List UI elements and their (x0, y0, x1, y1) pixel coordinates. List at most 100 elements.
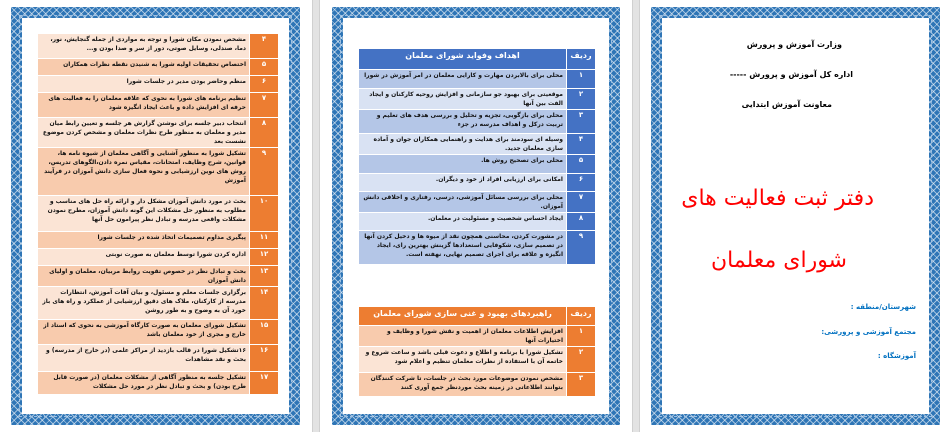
table-header: ردیف راهبردهای بهبود و غنی سازی شورای معل… (358, 306, 596, 326)
row-number: ۲ (566, 346, 596, 373)
page-gap (312, 0, 320, 432)
table-row: ۹ تشکیل شورا به منظور آشنایی و آگاهی معلم… (37, 147, 279, 196)
row-text: بحث در مورد دانش آموزان مشکل دار و ارائه… (37, 195, 250, 232)
row-text: منظم وحاضر بودن مدیر در جلسات شورا (37, 75, 250, 93)
council-tasks-table: ۴ مشخص نمودن مکان شورا و توجه به مواردی ا… (37, 33, 279, 395)
row-number: ۶ (249, 75, 279, 93)
title-line-1: دفتر ثبت فعالیت های (681, 186, 874, 211)
row-text: برگزاری جلسات معلم و مسئول، و بیان آفات … (37, 286, 250, 320)
row-number: ۸ (566, 212, 596, 231)
row-number: ۵ (566, 154, 596, 174)
row-text: تشکیل شورای معلمان به صورت کارگاه آموزشی… (37, 319, 250, 345)
field-school: آموزشگاه : (877, 352, 916, 360)
header-title: راهبردهای بهبود و غنی سازی شورای معلمان (358, 306, 567, 326)
row-text: محلی برای بررسی مسائل آموزشی، درسی، رفتا… (358, 191, 567, 213)
row-text: تشکیل جلسه به منظور آگاهی از مشکلات معلم… (37, 371, 250, 395)
table-row: ۱۴ برگزاری جلسات معلم و مسئول، و بیان آفا… (37, 286, 279, 320)
row-text: بحث و تبادل نظر در خصوص تقویت روابط مربی… (37, 265, 250, 287)
table-row: ۱۲ اداره کردن شورا توسط معلمان به صورت نو… (37, 248, 279, 266)
row-text: مشخص نمودن موضوعات مورد بحث در جلسات، تا… (358, 372, 567, 397)
header-title: اهداف وفواید شورای معلمان (358, 48, 567, 70)
row-text: محلی برای تصحیح روش ها. (358, 154, 567, 174)
row-number: ۹ (249, 147, 279, 196)
table-row: ۸ انتخاب دبیر جلسه برای نوشتن گزارش هر جل… (37, 117, 279, 148)
row-number: ۱ (566, 69, 596, 89)
field-county: شهرستان/منطقه : (850, 303, 916, 311)
row-text: اداره کردن شورا توسط معلمان به صورت نوبت… (37, 248, 250, 266)
deputy-line: معاونت آموزش ابتدایی (741, 100, 832, 109)
table-row: ۱ محلی برای بالابردن مهارت و کارایی معلما… (358, 69, 596, 89)
table-row: ۲ موقعیتی برای بهبود جو سازمانی و افزایش … (358, 88, 596, 110)
table-row: ۶ امکانی برای ارزیابی افراد از خود و دیگر… (358, 173, 596, 192)
row-text: مشخص نمودن مکان شورا و توجه به مواردی از… (37, 33, 250, 59)
table-row: ۹ در مشورت کردن، محاسنی همچون نقد از میوه… (358, 230, 596, 265)
row-text: محلی برای بالابردن مهارت و کارایی معلمان… (358, 69, 567, 89)
row-number: ۱۴ (249, 286, 279, 320)
row-number: ۳ (566, 372, 596, 397)
row-text: اختصاص تحقیقات اولیه شورا به شنیدن نقطه … (37, 58, 250, 76)
table-row: ۷ محلی برای بررسی مسائل آموزشی، درسی، رفت… (358, 191, 596, 213)
row-number: ۱ (566, 325, 596, 347)
row-number: ۱۱ (249, 231, 279, 249)
header-row-number: ردیف (566, 48, 596, 70)
table-row: ۴ وسیله ای سودمند برای هدایت و راهنمایی ه… (358, 133, 596, 155)
row-text: افزایش اطلاعات معلمان از اهمیت و نقش شور… (358, 325, 567, 347)
table-row: ۸ ایجاد احساس شخصیت و مسئولیت در معلمان. (358, 212, 596, 231)
row-text: ایجاد احساس شخصیت و مسئولیت در معلمان. (358, 212, 567, 231)
row-number: ۴ (566, 133, 596, 155)
row-number: ۷ (249, 92, 279, 118)
table-row: ۳ محلی برای بازگویی، تجزیه و تحلیل و بررس… (358, 109, 596, 134)
row-text: تنظیم برنامه های شورا به نحوی که علاقه م… (37, 92, 250, 118)
row-number: ۴ (249, 33, 279, 59)
page-middle: ردیف اهداف وفواید شورای معلمان ۱ محلی برای … (320, 0, 632, 432)
table-row: ۴ مشخص نمودن مکان شورا و توجه به مواردی ا… (37, 33, 279, 59)
row-number: ۷ (566, 191, 596, 213)
ministry-line: وزارت آموزش و پرورش (746, 40, 842, 49)
row-number: ۱۲ (249, 248, 279, 266)
row-text: امکانی برای ارزیابی افراد از خود و دیگرا… (358, 173, 567, 192)
row-text: محلی برای بازگویی، تجزیه و تحلیل و بررسی… (358, 109, 567, 134)
table-row: ۳ مشخص نمودن موضوعات مورد بحث در جلسات، ت… (358, 372, 596, 397)
table-row: ۱۶ ۱۶تشکیل شورا در قالب بازدید از مراکز ع… (37, 344, 279, 372)
table-row: ۵ محلی برای تصحیح روش ها. (358, 154, 596, 174)
row-text: ۱۶تشکیل شورا در قالب بازدید از مراکز علم… (37, 344, 250, 372)
table-row: ۱۳ بحث و تبادل نظر در خصوص تقویت روابط مر… (37, 265, 279, 287)
general-office-line: اداره کل آموزش و پرورش ----- (729, 70, 853, 79)
improvement-table: ردیف راهبردهای بهبود و غنی سازی شورای معل… (358, 306, 596, 397)
title-line-2: شورای معلمان (710, 248, 847, 273)
row-text: تشکیل شورا با برنامه و اطلاع و دعوت قبلی… (358, 346, 567, 373)
table-row: ۷ تنظیم برنامه های شورا به نحوی که علاقه … (37, 92, 279, 118)
field-complex: مجتمع آموزشی و پرورشی: (821, 328, 916, 336)
row-number: ۶ (566, 173, 596, 192)
row-text: انتخاب دبیر جلسه برای نوشتن گزارش هر جلس… (37, 117, 250, 148)
row-number: ۱۶ (249, 344, 279, 372)
row-number: ۹ (566, 230, 596, 265)
page-right: وزارت آموزش و پرورش اداره کل آموزش و پرو… (640, 0, 951, 432)
table-row: ۱۰ بحث در مورد دانش آموزان مشکل دار و ارا… (37, 195, 279, 232)
row-text: موقعیتی برای بهبود جو سازمانی و افزایش ر… (358, 88, 567, 110)
row-number: ۱۵ (249, 319, 279, 345)
row-text: پیگیری مداوم تصمیمات اتخاذ شده در جلسات … (37, 231, 250, 249)
table-row: ۱ افزایش اطلاعات معلمان از اهمیت و نقش شو… (358, 325, 596, 347)
row-text: وسیله ای سودمند برای هدایت و راهنمایی هم… (358, 133, 567, 155)
row-number: ۸ (249, 117, 279, 148)
table-row: ۱۵ تشکیل شورای معلمان به صورت کارگاه آموز… (37, 319, 279, 345)
row-number: ۱۷ (249, 371, 279, 395)
header-row-number: ردیف (566, 306, 596, 326)
goals-table: ردیف اهداف وفواید شورای معلمان ۱ محلی برای … (358, 48, 596, 265)
page-gap (632, 0, 640, 432)
table-row: ۱۱ پیگیری مداوم تصمیمات اتخاذ شده در جلسا… (37, 231, 279, 249)
table-row: ۱۷ تشکیل جلسه به منظور آگاهی از مشکلات مع… (37, 371, 279, 395)
table-row: ۲ تشکیل شورا با برنامه و اطلاع و دعوت قبل… (358, 346, 596, 373)
table-row: ۵ اختصاص تحقیقات اولیه شورا به شنیدن نقطه… (37, 58, 279, 76)
row-number: ۱۰ (249, 195, 279, 232)
table-header: ردیف اهداف وفواید شورای معلمان (358, 48, 596, 70)
table-row: ۶ منظم وحاضر بودن مدیر در جلسات شورا (37, 75, 279, 93)
row-number: ۲ (566, 88, 596, 110)
page-left: ۴ مشخص نمودن مکان شورا و توجه به مواردی ا… (0, 0, 312, 432)
page-border (651, 7, 940, 425)
row-number: ۵ (249, 58, 279, 76)
row-number: ۱۳ (249, 265, 279, 287)
row-text: در مشورت کردن، محاسنی همچون نقد از میوه … (358, 230, 567, 265)
row-number: ۳ (566, 109, 596, 134)
